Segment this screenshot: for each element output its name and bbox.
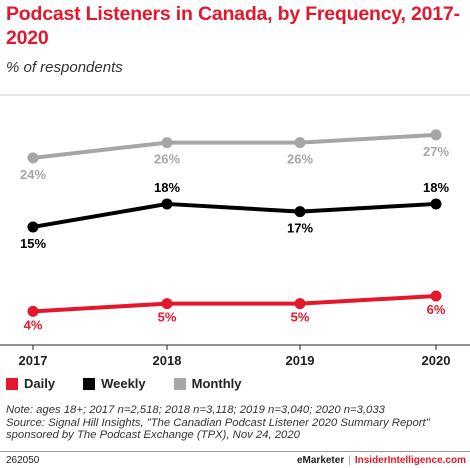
legend: Daily Weekly Monthly bbox=[6, 376, 269, 391]
data-label-daily: 5% bbox=[158, 310, 177, 325]
legend-swatch-monthly bbox=[173, 377, 186, 390]
legend-item-daily: Daily bbox=[6, 376, 55, 391]
series-line-daily bbox=[32, 293, 437, 314]
note-line: Note: ages 18+; 2017 n=2,518; 2018 n=3,1… bbox=[6, 404, 385, 416]
data-point-daily bbox=[294, 298, 306, 310]
brand-emarketer: eMarketer bbox=[296, 455, 345, 466]
series-line-monthly bbox=[32, 132, 437, 160]
x-tick-label: 2019 bbox=[286, 353, 315, 368]
legend-item-monthly: Monthly bbox=[173, 376, 242, 391]
data-label-daily: 5% bbox=[291, 310, 310, 325]
data-point-monthly bbox=[161, 137, 173, 149]
data-label-monthly: 24% bbox=[20, 167, 46, 182]
line-chart: 2017 2018 2019 2020 4% 5% 5% 6% 15% 18% 17% 18% 24% 2… bbox=[0, 94, 470, 368]
data-point-monthly bbox=[430, 129, 442, 141]
source-line: Source: Signal Hill Insights, "The Canad… bbox=[6, 416, 430, 429]
data-point-daily bbox=[430, 290, 442, 302]
data-label-weekly: 18% bbox=[423, 180, 449, 195]
data-point-daily bbox=[161, 298, 173, 310]
chart-subtitle: % of respondents bbox=[6, 59, 123, 76]
legend-label-daily: Daily bbox=[24, 376, 56, 391]
legend-swatch-daily bbox=[6, 377, 18, 390]
data-point-monthly bbox=[27, 152, 39, 164]
x-tick-label: 2020 bbox=[422, 353, 451, 368]
data-label-monthly: 26% bbox=[154, 152, 180, 167]
data-point-weekly bbox=[27, 221, 39, 233]
legend-item-weekly: Weekly bbox=[83, 376, 146, 391]
data-point-weekly bbox=[430, 198, 442, 210]
data-label-weekly: 18% bbox=[154, 180, 180, 195]
legend-label-weekly: Weekly bbox=[101, 376, 146, 391]
x-tick-label: 2017 bbox=[19, 353, 48, 368]
data-label-daily: 6% bbox=[427, 302, 446, 317]
data-label-weekly: 17% bbox=[287, 221, 313, 236]
data-point-weekly bbox=[161, 198, 173, 210]
chart-id: 262050 bbox=[6, 455, 40, 466]
data-label-monthly: 27% bbox=[423, 144, 449, 159]
sponsor-line: sponsored by The Podcast Exchange (TPX),… bbox=[6, 429, 300, 441]
brand-insider-intelligence: InsiderIntelligence.com bbox=[354, 455, 466, 466]
data-point-weekly bbox=[294, 206, 306, 218]
data-point-daily bbox=[27, 305, 39, 317]
legend-label-monthly: Monthly bbox=[191, 376, 242, 391]
chart-notes: Note: ages 18+; 2017 n=2,518; 2018 n=3,1… bbox=[6, 404, 466, 442]
footer: 262050 eMarketer | InsiderIntelligence.com bbox=[6, 455, 466, 466]
footer-divider bbox=[0, 451, 470, 452]
brand: eMarketer | InsiderIntelligence.com bbox=[297, 455, 466, 466]
legend-swatch-weekly bbox=[83, 377, 96, 390]
brand-separator: | bbox=[348, 455, 351, 466]
x-tick-label: 2018 bbox=[153, 353, 182, 368]
data-label-daily: 4% bbox=[24, 317, 43, 332]
data-label-monthly: 26% bbox=[287, 152, 313, 167]
series-line-weekly bbox=[32, 201, 437, 229]
data-point-monthly bbox=[294, 137, 306, 149]
data-label-weekly: 15% bbox=[20, 236, 46, 251]
chart-title: Podcast Listeners in Canada, by Frequenc… bbox=[6, 3, 460, 49]
